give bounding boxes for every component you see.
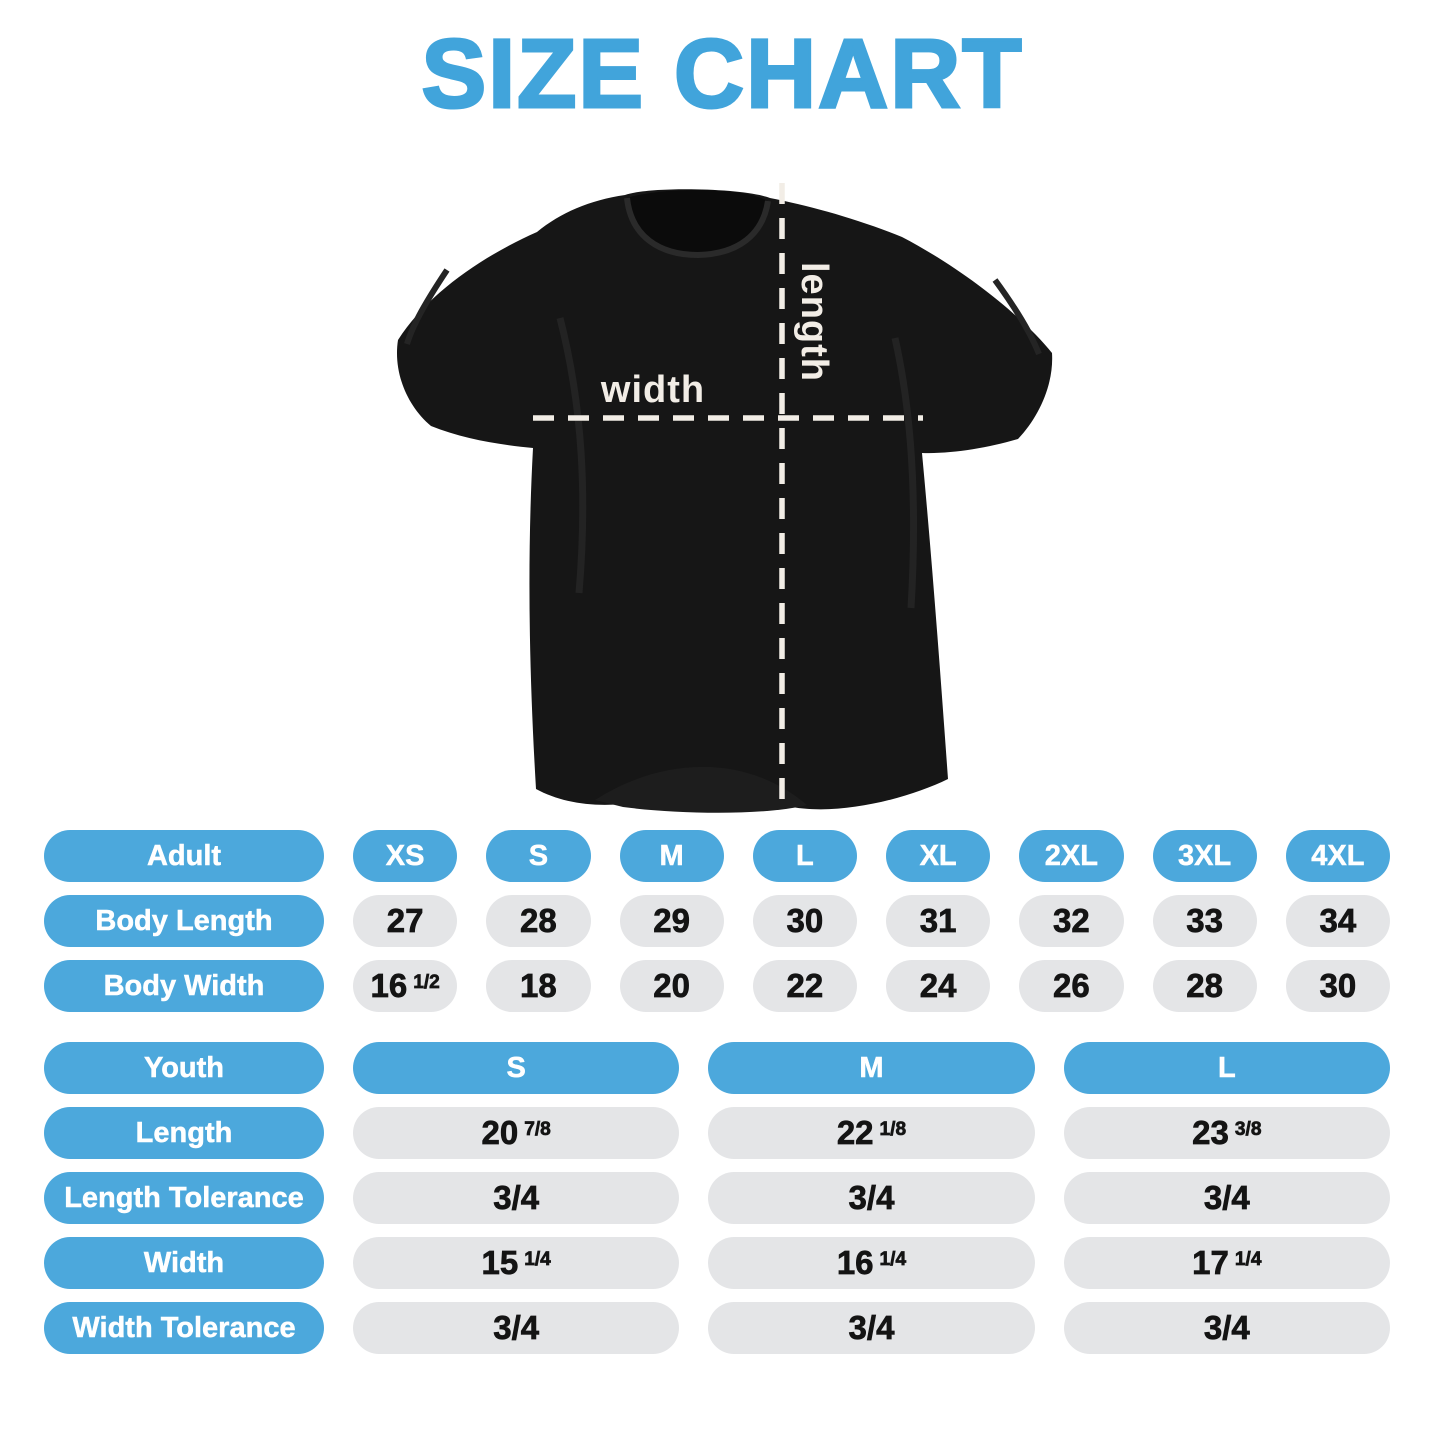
size-header-xl: XL <box>886 830 991 882</box>
size-header-l: L <box>752 830 857 882</box>
page-title: SIZE CHART <box>420 18 1024 130</box>
value-cell: 22 1/8 <box>708 1107 1035 1159</box>
size-header-s: S <box>486 830 591 882</box>
body-width-row: Body Width 16 1/2 18 20 22 24 26 28 30 <box>44 960 1390 1012</box>
value-cell: 3/4 <box>353 1302 680 1354</box>
youth-size-header-l: L <box>1063 1042 1390 1094</box>
tshirt-neck-hole <box>627 190 768 255</box>
tshirt-diagram: width length <box>355 148 1105 838</box>
value-cell: 3/4 <box>1063 1172 1390 1224</box>
value-cell: 16 1/2 <box>353 960 458 1012</box>
tshirt-body <box>396 189 1053 810</box>
value-cell: 28 <box>1152 960 1257 1012</box>
row-label: Width <box>44 1237 324 1289</box>
value-cell: 15 1/4 <box>353 1237 680 1289</box>
value-cell: 3/4 <box>708 1302 1035 1354</box>
size-header-m: M <box>619 830 724 882</box>
youth-size-header-s: S <box>353 1042 680 1094</box>
value-cell: 34 <box>1285 895 1390 947</box>
value-cell: 33 <box>1152 895 1257 947</box>
value-cell: 26 <box>1019 960 1124 1012</box>
size-header-xs: XS <box>353 830 458 882</box>
value-cell: 28 <box>486 895 591 947</box>
value-cell: 3/4 <box>1063 1302 1390 1354</box>
value-cell: 30 <box>1285 960 1390 1012</box>
value-cell: 31 <box>886 895 991 947</box>
value-cell: 20 <box>619 960 724 1012</box>
value-cell: 18 <box>486 960 591 1012</box>
row-label: Width Tolerance <box>44 1302 324 1354</box>
youth-width-tolerance-row: Width Tolerance 3/4 3/4 3/4 <box>44 1302 1390 1354</box>
tshirt-collar-rib <box>624 197 771 259</box>
value-cell: 20 7/8 <box>353 1107 680 1159</box>
value-cell: 22 <box>752 960 857 1012</box>
youth-size-header-m: M <box>708 1042 1035 1094</box>
row-label: Body Width <box>44 960 324 1012</box>
tshirt-sleeve-crease-left <box>404 268 450 345</box>
length-dimension-label: length <box>793 262 835 382</box>
tshirt-wrinkle-left <box>556 317 587 594</box>
youth-header-row: Youth S M L <box>44 1042 1390 1094</box>
row-label: Length <box>44 1107 324 1159</box>
value-cell: 32 <box>1019 895 1124 947</box>
body-length-row: Body Length 27 28 29 30 31 32 33 34 <box>44 895 1390 947</box>
youth-length-row: Length 20 7/8 22 1/8 23 3/8 <box>44 1107 1390 1159</box>
size-header-3xl: 3XL <box>1152 830 1257 882</box>
value-cell: 23 3/8 <box>1063 1107 1390 1159</box>
row-label: Body Length <box>44 895 324 947</box>
tshirt-sleeve-crease-right <box>992 278 1042 356</box>
value-cell: 24 <box>886 960 991 1012</box>
value-cell: 17 1/4 <box>1063 1237 1390 1289</box>
value-cell: 3/4 <box>353 1172 680 1224</box>
value-cell: 29 <box>619 895 724 947</box>
youth-size-table: Youth S M L Length 20 7/8 22 1/8 23 3/8 Len… <box>44 1042 1390 1367</box>
adult-size-table: Adult XS S M L XL 2XL 3XL 4XL Body Lengt… <box>44 830 1390 1025</box>
value-cell: 27 <box>353 895 458 947</box>
size-header-4xl: 4XL <box>1285 830 1390 882</box>
tshirt-illustration: width length <box>396 183 1053 813</box>
row-label: Length Tolerance <box>44 1172 324 1224</box>
size-header-2xl: 2XL <box>1019 830 1124 882</box>
tshirt-wrinkle-right <box>891 337 918 609</box>
youth-header-cell: Youth <box>44 1042 324 1094</box>
adult-header-cell: Adult <box>44 830 324 882</box>
youth-width-row: Width 15 1/4 16 1/4 17 1/4 <box>44 1237 1390 1289</box>
width-dimension-label: width <box>600 369 705 411</box>
value-cell: 16 1/4 <box>708 1237 1035 1289</box>
value-cell: 30 <box>752 895 857 947</box>
tshirt-hem-fold <box>595 766 807 813</box>
youth-length-tolerance-row: Length Tolerance 3/4 3/4 3/4 <box>44 1172 1390 1224</box>
value-cell: 3/4 <box>708 1172 1035 1224</box>
adult-header-row: Adult XS S M L XL 2XL 3XL 4XL <box>44 830 1390 882</box>
